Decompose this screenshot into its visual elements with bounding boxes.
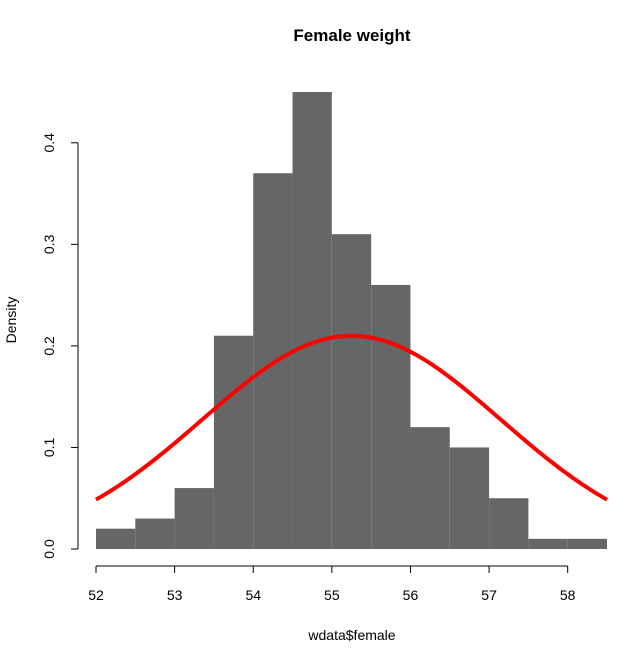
- y-axis: 0.0 0.1 0.2 0.3 0.4: [41, 133, 79, 559]
- histogram-bar-9: [449, 447, 490, 549]
- normal-density-curve: [95, 333, 608, 502]
- x-tick-label-6: 58: [560, 587, 576, 603]
- histogram-bar-7: [371, 284, 411, 549]
- histogram-bars: [96, 92, 607, 549]
- histogram-bar-1: [135, 518, 175, 549]
- density-curve-layer: [95, 333, 608, 502]
- x-tick-label-0: 52: [88, 587, 104, 603]
- x-tick-label-2: 54: [245, 587, 261, 603]
- x-axis: 52 53 54 55 56 57 58: [88, 565, 576, 603]
- histogram-bar-11: [528, 538, 568, 549]
- histogram-bar-12: [567, 538, 607, 549]
- x-tick-label-5: 57: [481, 587, 497, 603]
- histogram-bar-3: [213, 335, 254, 549]
- x-axis-label: wdata$female: [307, 627, 395, 643]
- y-tick-label-0: 0.0: [41, 539, 57, 559]
- histogram-bar-10: [489, 498, 529, 549]
- histogram-bar-0: [96, 528, 136, 549]
- chart-title: Female weight: [293, 26, 410, 45]
- y-axis-label: Density: [3, 297, 19, 344]
- y-tick-label-3: 0.3: [41, 234, 57, 254]
- x-tick-label-3: 55: [324, 587, 340, 603]
- y-tick-label-1: 0.1: [41, 438, 57, 458]
- x-tick-label-1: 53: [167, 587, 183, 603]
- x-tick-label-4: 56: [403, 587, 419, 603]
- histogram-bar-8: [410, 427, 450, 549]
- y-tick-label-2: 0.2: [41, 336, 57, 356]
- y-tick-label-4: 0.4: [41, 133, 57, 153]
- histogram-bar-6: [331, 234, 372, 549]
- histogram-bar-5: [292, 92, 332, 549]
- histogram-bar-2: [174, 488, 214, 549]
